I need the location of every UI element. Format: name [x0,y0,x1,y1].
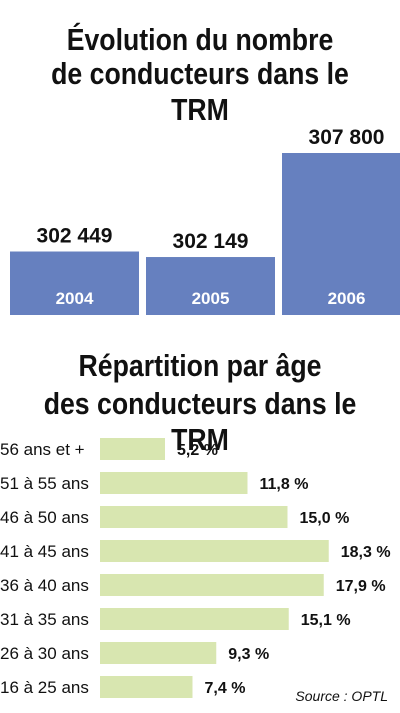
age-bar [100,608,289,630]
chart1-title-line2: de conducteurs dans le TRM [51,56,349,127]
age-group-label: 36 à 40 ans [0,576,89,595]
age-value-label: 17,9 % [336,578,386,595]
age-bar [100,540,329,562]
age-bar [100,472,248,494]
age-bar [100,506,288,528]
age-group-label: 51 à 55 ans [0,474,89,493]
source-note: Source : OPTL [295,688,388,704]
age-bar [100,574,324,596]
age-value-label: 15,0 % [300,510,350,527]
age-group-label: 31 à 35 ans [0,610,89,629]
age-bar [100,438,165,460]
age-group-label: 26 à 30 ans [0,644,89,663]
bar-value-label: 302 449 [37,225,113,248]
year-bar-2004 [10,251,139,315]
driver-count-bar-chart: 302 449 2004 302 149 2005 307 800 2006 [10,126,400,315]
age-value-label: 18,3 % [341,544,391,561]
chart1-title-line1: Évolution du nombre [66,22,334,57]
age-value-label: 7,4 % [205,680,246,697]
age-group-label: 41 à 45 ans [0,542,89,561]
year-bar-2006 [282,153,400,315]
age-value-label: 9,3 % [228,646,269,663]
chart2-title-line2: des conducteurs dans le TRM [43,386,357,457]
age-value-label: 5,2 % [177,442,218,459]
age-value-label: 15,1 % [301,612,351,629]
age-bar [100,642,217,664]
age-value-label: 11,8 % [260,476,309,493]
year-label: 2004 [56,289,94,308]
age-group-label: 56 ans et + [0,440,85,459]
year-label: 2006 [328,289,366,308]
age-group-label: 46 à 50 ans [0,508,89,527]
bar-value-label: 307 800 [309,126,385,149]
bar-value-label: 302 149 [173,230,249,253]
year-bar-2005 [146,257,275,315]
age-bar [100,676,193,698]
age-group-label: 16 à 25 ans [0,678,89,697]
chart2-title-line1: Répartition par âge [78,348,322,383]
year-label: 2005 [192,289,230,308]
